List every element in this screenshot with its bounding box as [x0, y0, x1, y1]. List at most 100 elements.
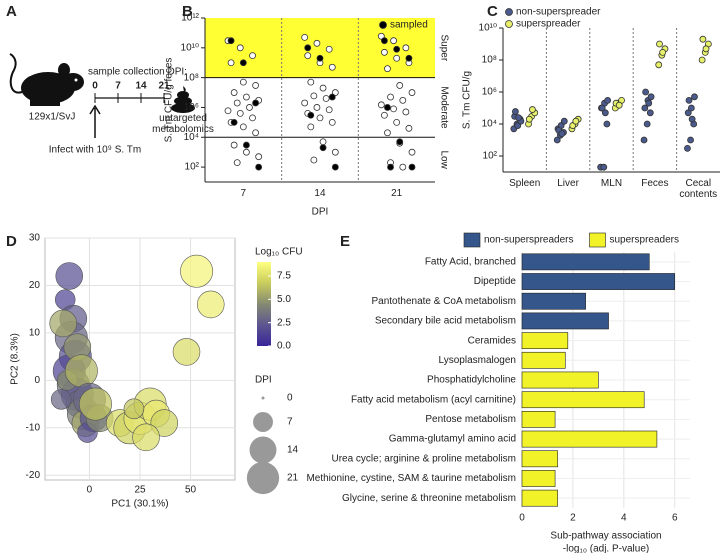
y-tick-label: 10 [29, 328, 41, 339]
data-point [328, 118, 336, 126]
data-point [387, 93, 394, 101]
data-point [405, 54, 413, 62]
data-point [402, 108, 410, 116]
data-point [249, 114, 256, 122]
data-point [331, 148, 339, 156]
data-point [393, 54, 401, 62]
x-tick-label-box: Feces [641, 178, 668, 189]
region-label: Super [438, 34, 449, 61]
data-point [600, 163, 608, 171]
data-point [647, 93, 655, 101]
bar [521, 351, 566, 369]
y-axis-label: S. Tm CFU/g [462, 71, 473, 129]
data-point [408, 89, 416, 96]
y-tick-label: 10⁸ [184, 72, 199, 83]
x-tick-label-box: Spleen [509, 178, 541, 189]
y-tick-label: 10¹² [181, 13, 199, 24]
y-tick-label: Fatty acid metabolism (acyl carnitine) [351, 394, 516, 405]
y-tick-label: Pentose metabolism [425, 414, 516, 425]
x-tick-label: 0 [87, 485, 93, 496]
colorbar [257, 262, 271, 346]
data-point [307, 78, 315, 86]
x-tick-label: Spleen [509, 178, 541, 189]
x-tick-label: 50 [185, 485, 197, 496]
legend-swatch [505, 20, 513, 28]
data-point [242, 141, 250, 149]
data-point [313, 39, 321, 47]
bar [521, 371, 599, 389]
strain-label: 129x1/SvJ [29, 112, 76, 123]
panel-label: A [6, 3, 17, 20]
data-point [601, 109, 609, 117]
data-point [316, 114, 324, 122]
infection-arrow [89, 104, 101, 138]
region-label: Low [438, 150, 449, 169]
panel-a: A 129x1/SvJ sample collection DPI: 0 7 1… [6, 3, 214, 156]
y-tick-label: 10² [185, 162, 200, 173]
bubble [55, 262, 84, 290]
data-point [224, 107, 232, 115]
colorbar-tick-label: 0.0 [277, 341, 291, 352]
y-tick-label: Fatty Acid, branched [425, 256, 516, 267]
y-axis-label: PC2 (8.3%) [10, 333, 21, 385]
panel-label: C [487, 3, 498, 20]
x-tick-label-box: Cecal contents [679, 178, 718, 200]
bar [521, 332, 569, 349]
data-point [307, 111, 315, 119]
data-point [560, 117, 568, 125]
data-point [396, 82, 404, 89]
data-point [319, 138, 327, 146]
legend-swatch [463, 232, 481, 248]
bar [521, 292, 586, 310]
bubble [64, 354, 98, 388]
data-point [227, 59, 235, 67]
y-tick-label: 10⁸ [482, 55, 497, 66]
data-point [246, 104, 253, 111]
y-tick-label: Secondary bile acid metabolism [375, 316, 516, 327]
data-point [405, 124, 413, 132]
data-point [242, 93, 250, 101]
timepoint: 14 [135, 81, 147, 92]
data-point [390, 105, 398, 113]
legend-swatch [379, 21, 387, 29]
y-tick-label: 10⁴ [482, 119, 497, 130]
y-tick-label: 10⁶ [184, 102, 199, 113]
data-point [659, 48, 667, 56]
bar [521, 450, 558, 468]
data-point [380, 111, 388, 119]
x-tick-label: Cecal contents [679, 178, 718, 200]
region-label: Moderate [438, 86, 449, 129]
data-point [553, 136, 561, 144]
data-point [603, 120, 611, 128]
legend-swatch [505, 8, 513, 16]
x-axis-label: PC1 (30.1%) [111, 499, 168, 510]
x-tick-label: MLN [600, 178, 623, 189]
legend-swatch [589, 232, 606, 248]
legend-label: sampled [390, 20, 428, 31]
x-tick-label-box: Liver [557, 178, 579, 189]
data-point [380, 48, 388, 56]
size-legend-swatch [253, 412, 273, 432]
size-legend-label: 14 [287, 445, 299, 456]
data-point [310, 92, 318, 100]
legend-label: non-superspreaders [484, 235, 574, 246]
x-axis-label: Sub-pathway association [550, 531, 661, 542]
colorbar-tick-label: 7.5 [277, 271, 291, 282]
x-axis-label: -log₁₀ (adj. P-value) [563, 544, 649, 553]
data-point [390, 37, 398, 45]
bubble [49, 309, 77, 338]
y-tick-label: Methionine, cystine, SAM & taurine metab… [306, 473, 516, 484]
data-point [399, 163, 407, 171]
size-legend-swatch [246, 461, 280, 495]
bar [521, 312, 609, 330]
colorbar-title: Log₁₀ CFU [255, 247, 303, 258]
data-point [328, 93, 336, 101]
data-point [656, 40, 663, 48]
bar [521, 273, 676, 290]
data-point [384, 65, 391, 73]
colorbar-tick-label: 5.0 [277, 294, 291, 305]
data-point [598, 104, 606, 112]
x-axis-label: DPI [312, 207, 329, 218]
timepoint: 0 [92, 81, 98, 92]
